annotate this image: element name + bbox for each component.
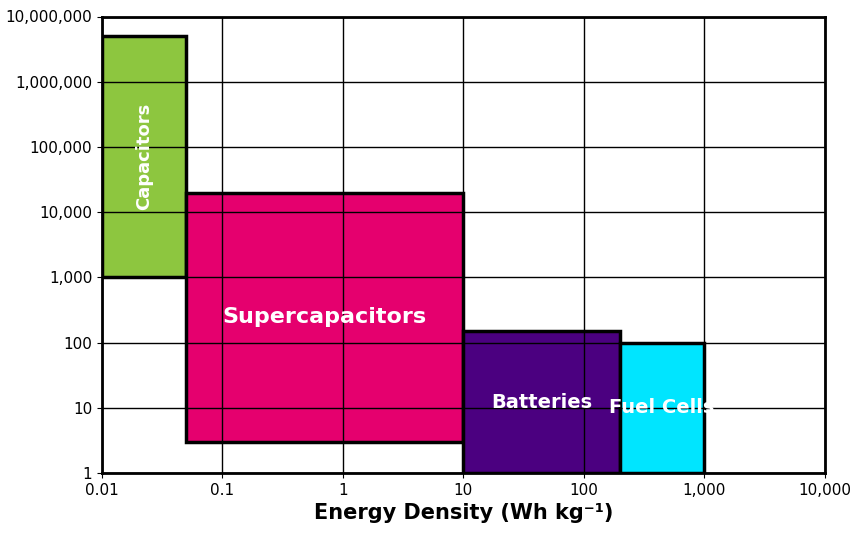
Bar	[463, 331, 620, 473]
Bar	[102, 36, 186, 277]
Text: Supercapacitors: Supercapacitors	[223, 307, 427, 327]
Text: Capacitors: Capacitors	[135, 103, 153, 210]
X-axis label: Energy Density (Wh kg⁻¹): Energy Density (Wh kg⁻¹)	[314, 503, 613, 523]
Text: Batteries: Batteries	[491, 393, 592, 411]
Bar	[186, 192, 463, 442]
Text: Fuel Cells: Fuel Cells	[609, 398, 715, 417]
Bar	[620, 343, 704, 473]
